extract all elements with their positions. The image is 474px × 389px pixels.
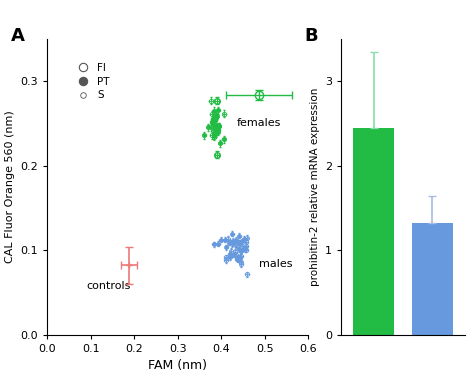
Y-axis label: CAL Fluor Orange 560 (nm): CAL Fluor Orange 560 (nm) [5,110,15,263]
Text: controls: controls [87,280,131,291]
Text: A: A [11,27,25,45]
Bar [412,223,453,335]
Bar [353,128,394,335]
Y-axis label: prohibitin-2 relative mRNA expression: prohibitin-2 relative mRNA expression [310,88,319,286]
Text: males: males [259,259,293,270]
Text: females: females [237,118,281,128]
X-axis label: FAM (nm): FAM (nm) [148,359,207,372]
Text: B: B [304,27,318,45]
Legend: FI, PT, S: FI, PT, S [68,59,114,105]
